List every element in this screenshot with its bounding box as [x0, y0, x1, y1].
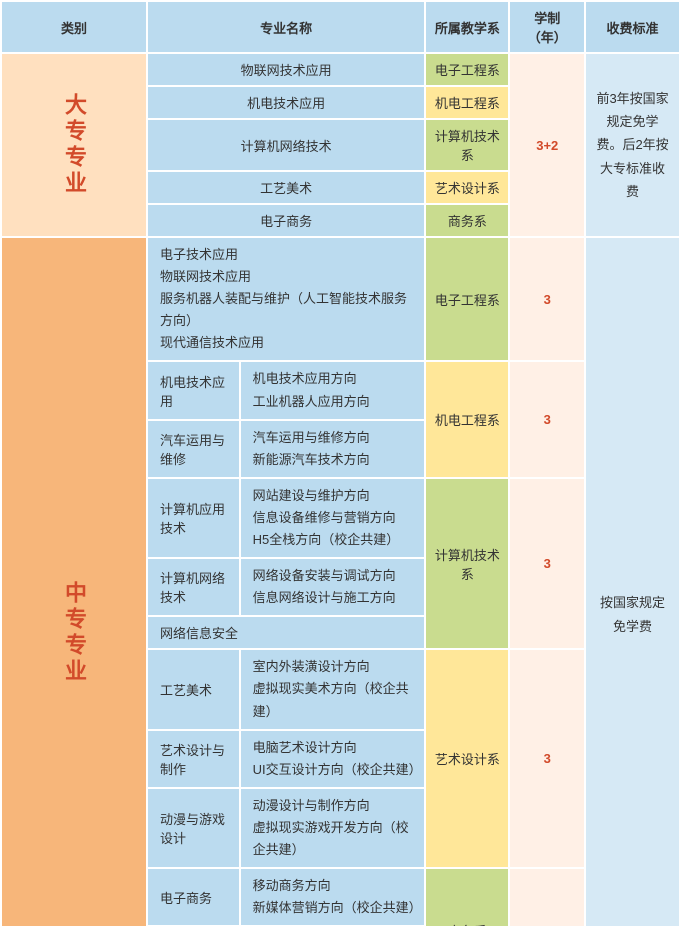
table-row: 中专专业 电子技术应用物联网技术应用服务机器人装配与维护（人工智能技术服务方向）…: [2, 238, 679, 360]
major-cell: 艺术设计与制作: [148, 731, 239, 787]
years-cell: 3+2: [510, 54, 584, 236]
major-cell: 动漫与游戏设计: [148, 789, 239, 867]
direction-cell: 网络设备安装与调试方向信息网络设计与施工方向: [241, 559, 425, 615]
category-zhongzhuan: 中专专业: [2, 238, 146, 926]
direction-cell: 移动商务方向新媒体营销方向（校企共建）: [241, 869, 425, 925]
header-row: 类别 专业名称 所属教学系 学制（年） 收费标准: [2, 2, 679, 52]
major-cell: 电子技术应用物联网技术应用服务机器人装配与维护（人工智能技术服务方向）现代通信技…: [148, 238, 424, 360]
dept-cell: 机电工程系: [426, 87, 508, 118]
col-years: 学制（年）: [510, 2, 584, 52]
major-cell: 工艺美术: [148, 650, 239, 728]
years-cell: 3: [510, 479, 584, 648]
dept-cell: 艺术设计系: [426, 650, 508, 867]
col-major: 专业名称: [148, 2, 424, 52]
major-cell: 机电技术应用: [148, 362, 239, 418]
years-cell: 3: [510, 238, 584, 360]
dept-cell: 艺术设计系: [426, 172, 508, 203]
major-cell: 网络信息安全: [148, 617, 424, 648]
dept-cell: 计算机技术系: [426, 120, 508, 170]
dept-cell: 机电工程系: [426, 362, 508, 476]
col-category: 类别: [2, 2, 146, 52]
major-cell: 机电技术应用: [148, 87, 424, 118]
major-cell: 计算机应用技术: [148, 479, 239, 557]
dept-cell: 电子工程系: [426, 54, 508, 85]
table-row: 大专专业 物联网技术应用 电子工程系 3+2 前3年按国家规定免学费。后2年按大…: [2, 54, 679, 85]
fee-cell: 按国家规定免学费: [586, 238, 679, 926]
fee-cell: 前3年按国家规定免学费。后2年按大专标准收费: [586, 54, 679, 236]
direction-cell: 机电技术应用方向工业机器人应用方向: [241, 362, 425, 418]
dept-cell: 电子工程系: [426, 238, 508, 360]
dept-cell: 商务系: [426, 869, 508, 926]
direction-cell: 汽车运用与维修方向新能源汽车技术方向: [241, 421, 425, 477]
direction-cell: 室内外装潢设计方向虚拟现实美术方向（校企共建）: [241, 650, 425, 728]
direction-cell: 动漫设计与制作方向虚拟现实游戏开发方向（校企共建）: [241, 789, 425, 867]
major-cell: 电子商务: [148, 205, 424, 236]
direction-cell: 网站建设与维护方向信息设备维修与营销方向H5全栈方向（校企共建）: [241, 479, 425, 557]
major-cell: 汽车运用与维修: [148, 421, 239, 477]
dept-cell: 商务系: [426, 205, 508, 236]
major-cell: 计算机网络技术: [148, 120, 424, 170]
major-cell: 物联网技术应用: [148, 54, 424, 85]
major-cell: 电子商务: [148, 869, 239, 925]
major-cell: 工艺美术: [148, 172, 424, 203]
dept-cell: 计算机技术系: [426, 479, 508, 648]
direction-cell: 电脑艺术设计方向UI交互设计方向（校企共建）: [241, 731, 425, 787]
major-cell: 计算机网络技术: [148, 559, 239, 615]
years-cell: 3: [510, 869, 584, 926]
col-fee: 收费标准: [586, 2, 679, 52]
years-cell: 3: [510, 650, 584, 867]
col-dept: 所属教学系: [426, 2, 508, 52]
majors-table: 类别 专业名称 所属教学系 学制（年） 收费标准 大专专业 物联网技术应用 电子…: [0, 0, 681, 926]
category-dazhuan: 大专专业: [2, 54, 146, 236]
years-cell: 3: [510, 362, 584, 476]
